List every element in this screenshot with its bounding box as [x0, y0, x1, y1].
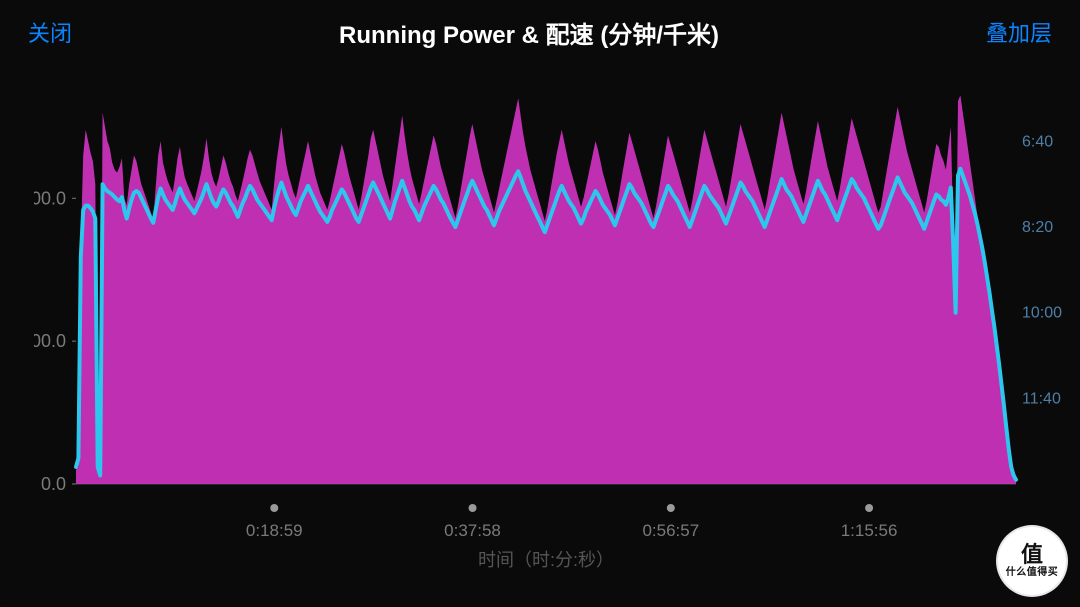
page-title: Running Power & 配速 (分钟/千米) [339, 15, 719, 50]
y-right-tick-label: 6:40 [1022, 133, 1053, 150]
x-tick-dot [667, 504, 675, 512]
screen: 关闭 Running Power & 配速 (分钟/千米) 叠加层 0.0 100… [0, 0, 1080, 607]
x-tick-label: 1:15:56 [841, 521, 898, 540]
watermark-text: 什么值得买 [1006, 568, 1059, 578]
power-pace-chart[interactable]: 0.0 100.0 200.0 6:40 8:20 10:00 11:40 0:18:59 0:… [34, 64, 1064, 591]
x-tick-dot [469, 504, 477, 512]
power-area-series [76, 95, 1016, 484]
site-watermark-badge: 值 什么值得买 [998, 527, 1066, 595]
x-tick-dot [270, 504, 278, 512]
header-bar: 关闭 Running Power & 配速 (分钟/千米) 叠加层 [0, 0, 1080, 64]
x-tick-label: 0:18:59 [246, 521, 303, 540]
y-right-tick-label: 8:20 [1022, 219, 1053, 236]
y-right-tick-label: 11:40 [1022, 390, 1061, 407]
y-left-tick-label: 0.0 [41, 474, 66, 494]
overlay-button[interactable]: 叠加层 [986, 16, 1052, 48]
close-button[interactable]: 关闭 [28, 16, 72, 48]
y-right-tick-label: 10:00 [1022, 305, 1062, 322]
x-tick-label: 0:56:57 [642, 521, 699, 540]
chart-container: 0.0 100.0 200.0 6:40 8:20 10:00 11:40 0:18:59 0:… [34, 64, 1064, 591]
y-left-tick-label: 100.0 [34, 331, 66, 351]
watermark-glyph: 值 [1021, 544, 1043, 566]
x-tick-label: 0:37:58 [444, 521, 501, 540]
x-axis-title: 时间（时:分:秒） [478, 550, 614, 570]
x-tick-dot [865, 504, 873, 512]
y-left-tick-label: 200.0 [34, 188, 66, 208]
